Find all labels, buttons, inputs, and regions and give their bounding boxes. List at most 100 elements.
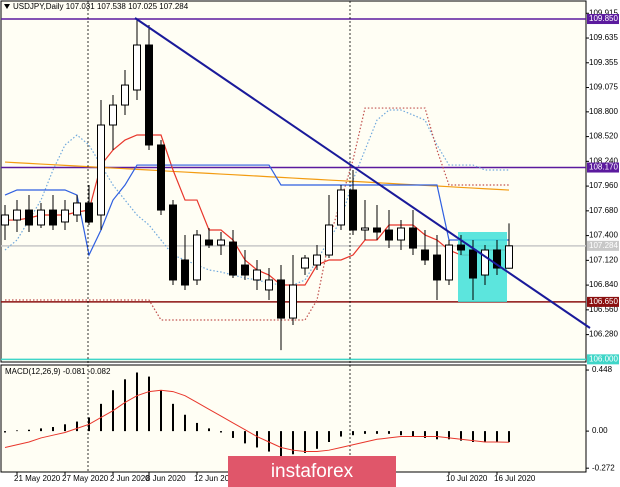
y-tick-label: 108.800 [589,107,618,116]
candle-body [361,227,369,231]
x-tick-label: 2 Jun 2020 [110,474,150,483]
y-tick-label: 109.635 [589,33,618,42]
candle-body [121,84,129,106]
high-value: 107.538 [97,2,126,11]
candle-body [493,249,501,269]
candle-body [229,241,237,276]
y-tick-label: 106.840 [589,280,618,289]
y-tick-label: -0.272 [592,463,615,472]
y-tick-label: 109.075 [589,83,618,92]
close-value: 107.284 [159,2,188,11]
indicator-line [5,107,509,321]
y-tick-label: 0.00 [592,426,608,435]
candle-body [421,249,429,261]
indicator-line [4,164,509,257]
x-tick-label: 12 Jun 2020 [194,474,239,483]
candle-body [433,254,441,281]
candle-body [193,234,201,281]
y-tick-label: 106.560 [589,305,618,314]
candle-body [385,229,393,241]
candle-body [181,259,189,286]
candle-body [301,257,309,269]
macd-value: -0.081 [63,367,86,376]
x-tick-label: 8 Jun 2020 [146,474,186,483]
candle-body [277,279,285,319]
level-label: 106.000 [589,354,618,363]
candle-body [253,269,261,281]
candle-body [13,209,21,221]
y-tick-label: 108.240 [589,156,618,165]
candle-body [241,264,249,276]
y-tick-label: 107.960 [589,181,618,190]
watermark: instaforex [271,461,354,482]
macd-header: MACD(12,26,9) -0.081 -0.082 [5,367,111,376]
chart-header: USDJPY,Daily 107.031 107.538 107.025 107… [13,2,189,11]
candle-body [73,202,81,216]
candle-body [25,209,33,226]
axes: 109.915 109.635 109.355 109.075 108.800 108.5… [586,8,618,472]
x-tick-label: 21 May 2020 [14,474,61,483]
macd [4,372,510,458]
candle-body [325,224,333,256]
symbol: USDJPY,Daily [13,2,64,11]
candle-body [289,284,297,319]
open-value: 107.031 [66,2,95,11]
y-tick-label: 108.520 [589,132,618,141]
x-tick-label: 16 Jul 2020 [494,474,536,483]
candle-body [349,189,357,231]
level-label: 107.284 [589,241,618,250]
candle-body [169,204,177,281]
candle-body [481,249,489,276]
candle-body [409,227,417,249]
candles [1,19,513,351]
candle-body [337,189,345,226]
candle-body [85,202,93,223]
candle-body [145,44,153,146]
candle-body [265,279,273,291]
level-label-box [587,240,619,251]
low-value: 107.025 [128,2,157,11]
candle-body [313,254,321,266]
signal-value: -0.082 [88,367,111,376]
candle-body [217,239,225,246]
y-tick-label: 109.915 [589,8,618,17]
level-labels: 109.850 108.170 107.284 106.650 106.000 [587,14,619,365]
y-tick-label: 107.400 [589,231,618,240]
macd-title: MACD(12,26,9) [5,367,61,376]
candle-body [205,239,213,246]
signal-line [4,389,510,453]
level-label-box [587,162,619,173]
watermark-box [228,456,396,487]
level-label-box [587,14,619,25]
candle-body [397,227,405,241]
candle-body [445,244,453,281]
y-tick-label: 107.680 [589,206,618,215]
candle-body [49,209,57,226]
candle-body [61,209,69,223]
y-tick-label: 0.448 [592,365,613,374]
level-label-box [587,296,619,307]
candle-body [97,124,105,216]
candle-body [133,44,141,91]
x-tick-label: 10 Jul 2020 [446,474,488,483]
x-tick-label: 27 May 2020 [62,474,109,483]
y-tick-label: 107.120 [589,255,618,264]
candle-body [1,214,9,226]
symbol-icon [4,4,10,9]
level-label-box [587,354,619,365]
trend-line [134,17,591,329]
level-label: 106.650 [589,297,618,306]
candle-body [157,144,165,211]
candle-body [457,244,465,251]
y-tick-label: 106.280 [589,330,618,339]
level-label: 108.170 [589,163,618,172]
y-tick-label: 109.355 [589,58,618,67]
candle-body [109,104,117,126]
candle-body [469,249,477,279]
level-label: 109.850 [589,14,618,23]
candle-body [37,209,45,226]
candle-body [505,245,513,269]
candle-body [373,227,381,233]
